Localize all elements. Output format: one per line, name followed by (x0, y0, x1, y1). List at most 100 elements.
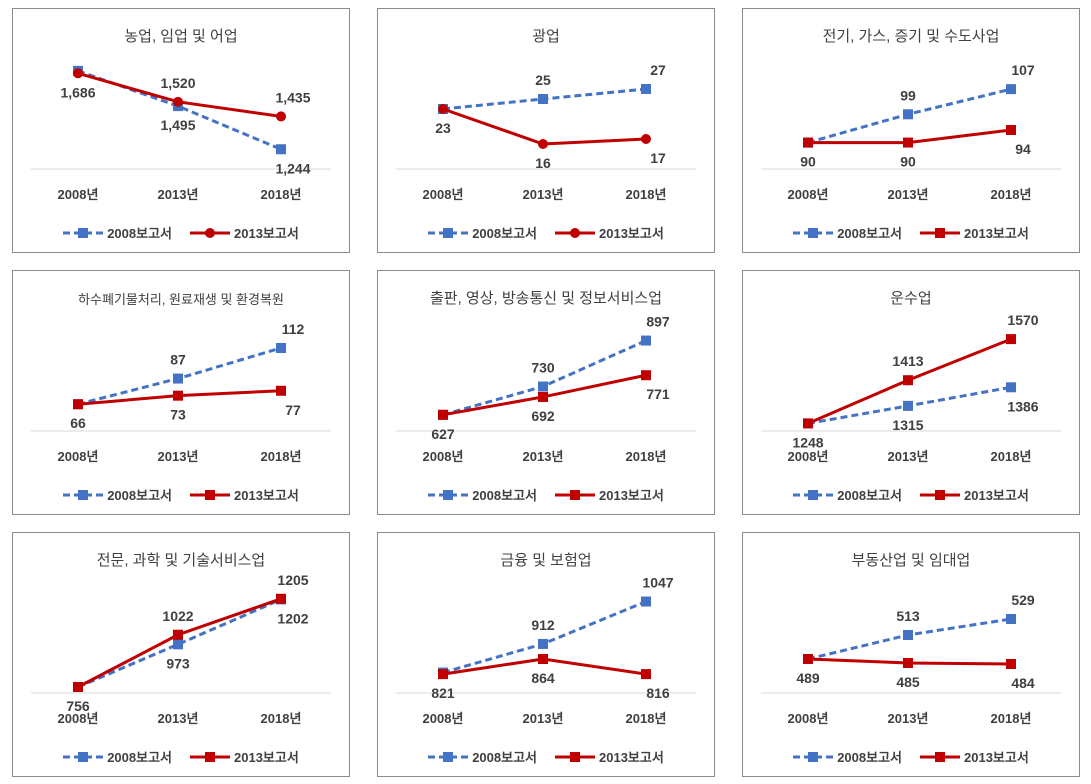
legend-label-2013: 2013보고서 (964, 750, 1029, 765)
data-point-2008 (538, 381, 548, 392)
data-point-2013 (73, 68, 83, 79)
data-label: 973 (166, 655, 190, 671)
data-point-2013 (276, 385, 286, 396)
chart-title: 광업 (532, 28, 560, 45)
series-line-2008 (442, 339, 647, 417)
legend-item-2008: 2008보고서 (63, 747, 172, 766)
chart-panel-finance: 금융 및 보험업 2008년 2013년 2018년 821 912 864 1047 816… (377, 532, 715, 777)
chart-plot: 2008년 2013년 2018년 627 730 692 897 771 (396, 314, 696, 464)
series-line-2008 (77, 598, 282, 689)
legend-label-2008: 2008보고서 (472, 750, 537, 765)
data-point-2013 (803, 137, 813, 148)
chart-legend: 2008보고서 2013보고서 (13, 747, 349, 766)
legend-item-2008: 2008보고서 (793, 485, 902, 504)
data-label: 821 (431, 685, 455, 701)
data-label: 17 (650, 150, 666, 166)
legend-label-2013: 2013보고서 (599, 750, 664, 765)
x-tick-label: 2018년 (626, 711, 667, 726)
chart-legend: 2008보고서 2013보고서 (13, 485, 349, 504)
data-label: 1,686 (60, 84, 95, 100)
chart-panel-transport: 운수업 2008년 2013년 2018년 1248 1315 1413 1386 1570 … (742, 270, 1080, 515)
x-tick-label: 2013년 (888, 711, 929, 726)
data-point-2013 (276, 111, 286, 122)
x-tick-label: 2013년 (523, 711, 564, 726)
data-label: 107 (1011, 62, 1035, 78)
legend-label-2013: 2013보고서 (234, 488, 299, 503)
data-point-2008 (641, 596, 651, 607)
data-label: 27 (650, 62, 666, 78)
data-label: 23 (435, 120, 451, 136)
x-tick-label: 2008년 (423, 711, 464, 726)
legend-label-2013: 2013보고서 (599, 488, 664, 503)
data-label: 66 (70, 415, 86, 431)
legend-label-2008: 2008보고서 (837, 488, 902, 503)
chart-title: 부동산업 및 임대업 (851, 552, 971, 569)
chart-plot: 2008년 2013년 2018년 90 99 90 107 94 (761, 62, 1061, 202)
chart-panel-sewage: 하수폐기물처리, 원료재생 및 환경복원 2008년 2013년 2018년 66 87… (12, 270, 350, 515)
legend-label-2008: 2008보고서 (107, 226, 172, 241)
data-label: 1,520 (160, 75, 195, 91)
chart-title: 출판, 영상, 방송통신 및 정보서비스업 (429, 290, 662, 307)
data-point-2013 (538, 654, 548, 665)
data-point-2008 (276, 144, 286, 155)
legend-label-2008: 2008보고서 (107, 488, 172, 503)
legend-label-2013: 2013보고서 (234, 750, 299, 765)
x-tick-label: 2008년 (423, 187, 464, 202)
x-tick-label: 2018년 (261, 187, 302, 202)
chart-legend: 2008보고서 2013보고서 (743, 747, 1079, 766)
x-tick-label: 2018년 (261, 711, 302, 726)
legend-label-2008: 2008보고서 (837, 226, 902, 241)
data-point-2013 (641, 669, 651, 680)
data-label: 692 (531, 408, 555, 424)
data-label: 816 (646, 685, 670, 701)
chart-plot: 2008년 2013년 2018년 1,686 1,495 1,520 1,244 1,435 (31, 65, 331, 202)
data-point-2008 (1006, 614, 1016, 624)
x-tick-label: 2013년 (888, 187, 929, 202)
legend-label-2008: 2008보고서 (837, 750, 902, 765)
data-label: 912 (531, 617, 555, 633)
data-point-2013 (903, 658, 913, 668)
data-point-2013 (903, 137, 913, 148)
legend-label-2013: 2013보고서 (234, 226, 299, 241)
legend-item-2013: 2013보고서 (555, 223, 664, 242)
data-point-2008 (903, 630, 913, 640)
data-point-2013 (641, 370, 651, 381)
series-line-2013 (442, 107, 647, 146)
chart-panel-mining: 광업 2008년 2013년 2018년 23 25 16 27 17 2008보고서 201… (377, 8, 715, 253)
chart-plot: 2008년 2013년 2018년 756 973 1022 1202 1205 (31, 572, 331, 726)
chart-title: 농업, 임업 및 어업 (124, 28, 238, 45)
data-label: 485 (896, 674, 920, 690)
legend-item-2008: 2008보고서 (428, 223, 537, 242)
data-label: 1386 (1007, 398, 1038, 414)
x-tick-label: 2013년 (888, 449, 929, 464)
data-label: 864 (531, 670, 555, 686)
legend-item-2013: 2013보고서 (190, 485, 299, 504)
legend-item-2008: 2008보고서 (793, 747, 902, 766)
data-label: 1570 (1007, 312, 1038, 328)
x-tick-label: 2018년 (991, 449, 1032, 464)
data-point-2013 (1006, 125, 1016, 135)
data-label: 1205 (277, 572, 308, 588)
data-point-2013 (73, 399, 83, 410)
data-label: 730 (531, 360, 555, 376)
data-label: 1,495 (160, 117, 195, 133)
chart-panel-professional: 전문, 과학 및 기술서비스업 2008년 2013년 2018년 756 973 102… (12, 532, 350, 777)
data-label: 489 (796, 670, 820, 686)
data-label: 529 (1011, 592, 1035, 608)
data-label: 627 (431, 426, 455, 442)
chart-panel-realestate: 부동산업 및 임대업 2008년 2013년 2018년 489 513 485 529 48… (742, 532, 1080, 777)
x-tick-label: 2013년 (158, 711, 199, 726)
data-label: 90 (800, 154, 816, 170)
x-tick-label: 2018년 (626, 187, 667, 202)
chart-title: 금융 및 보험업 (500, 552, 592, 569)
data-label: 87 (170, 352, 186, 368)
data-point-2013 (73, 682, 83, 692)
data-point-2008 (1006, 84, 1016, 95)
chart-legend: 2008보고서 2013보고서 (378, 747, 714, 766)
data-label: 1315 (892, 417, 923, 433)
legend-item-2008: 2008보고서 (428, 485, 537, 504)
data-point-2013 (276, 593, 286, 604)
data-label: 513 (896, 608, 920, 624)
chart-plot: 2008년 2013년 2018년 489 513 485 529 484 (761, 592, 1061, 726)
chart-panel-publishing: 출판, 영상, 방송통신 및 정보서비스업 2008년 2013년 2018년 627… (377, 270, 715, 515)
